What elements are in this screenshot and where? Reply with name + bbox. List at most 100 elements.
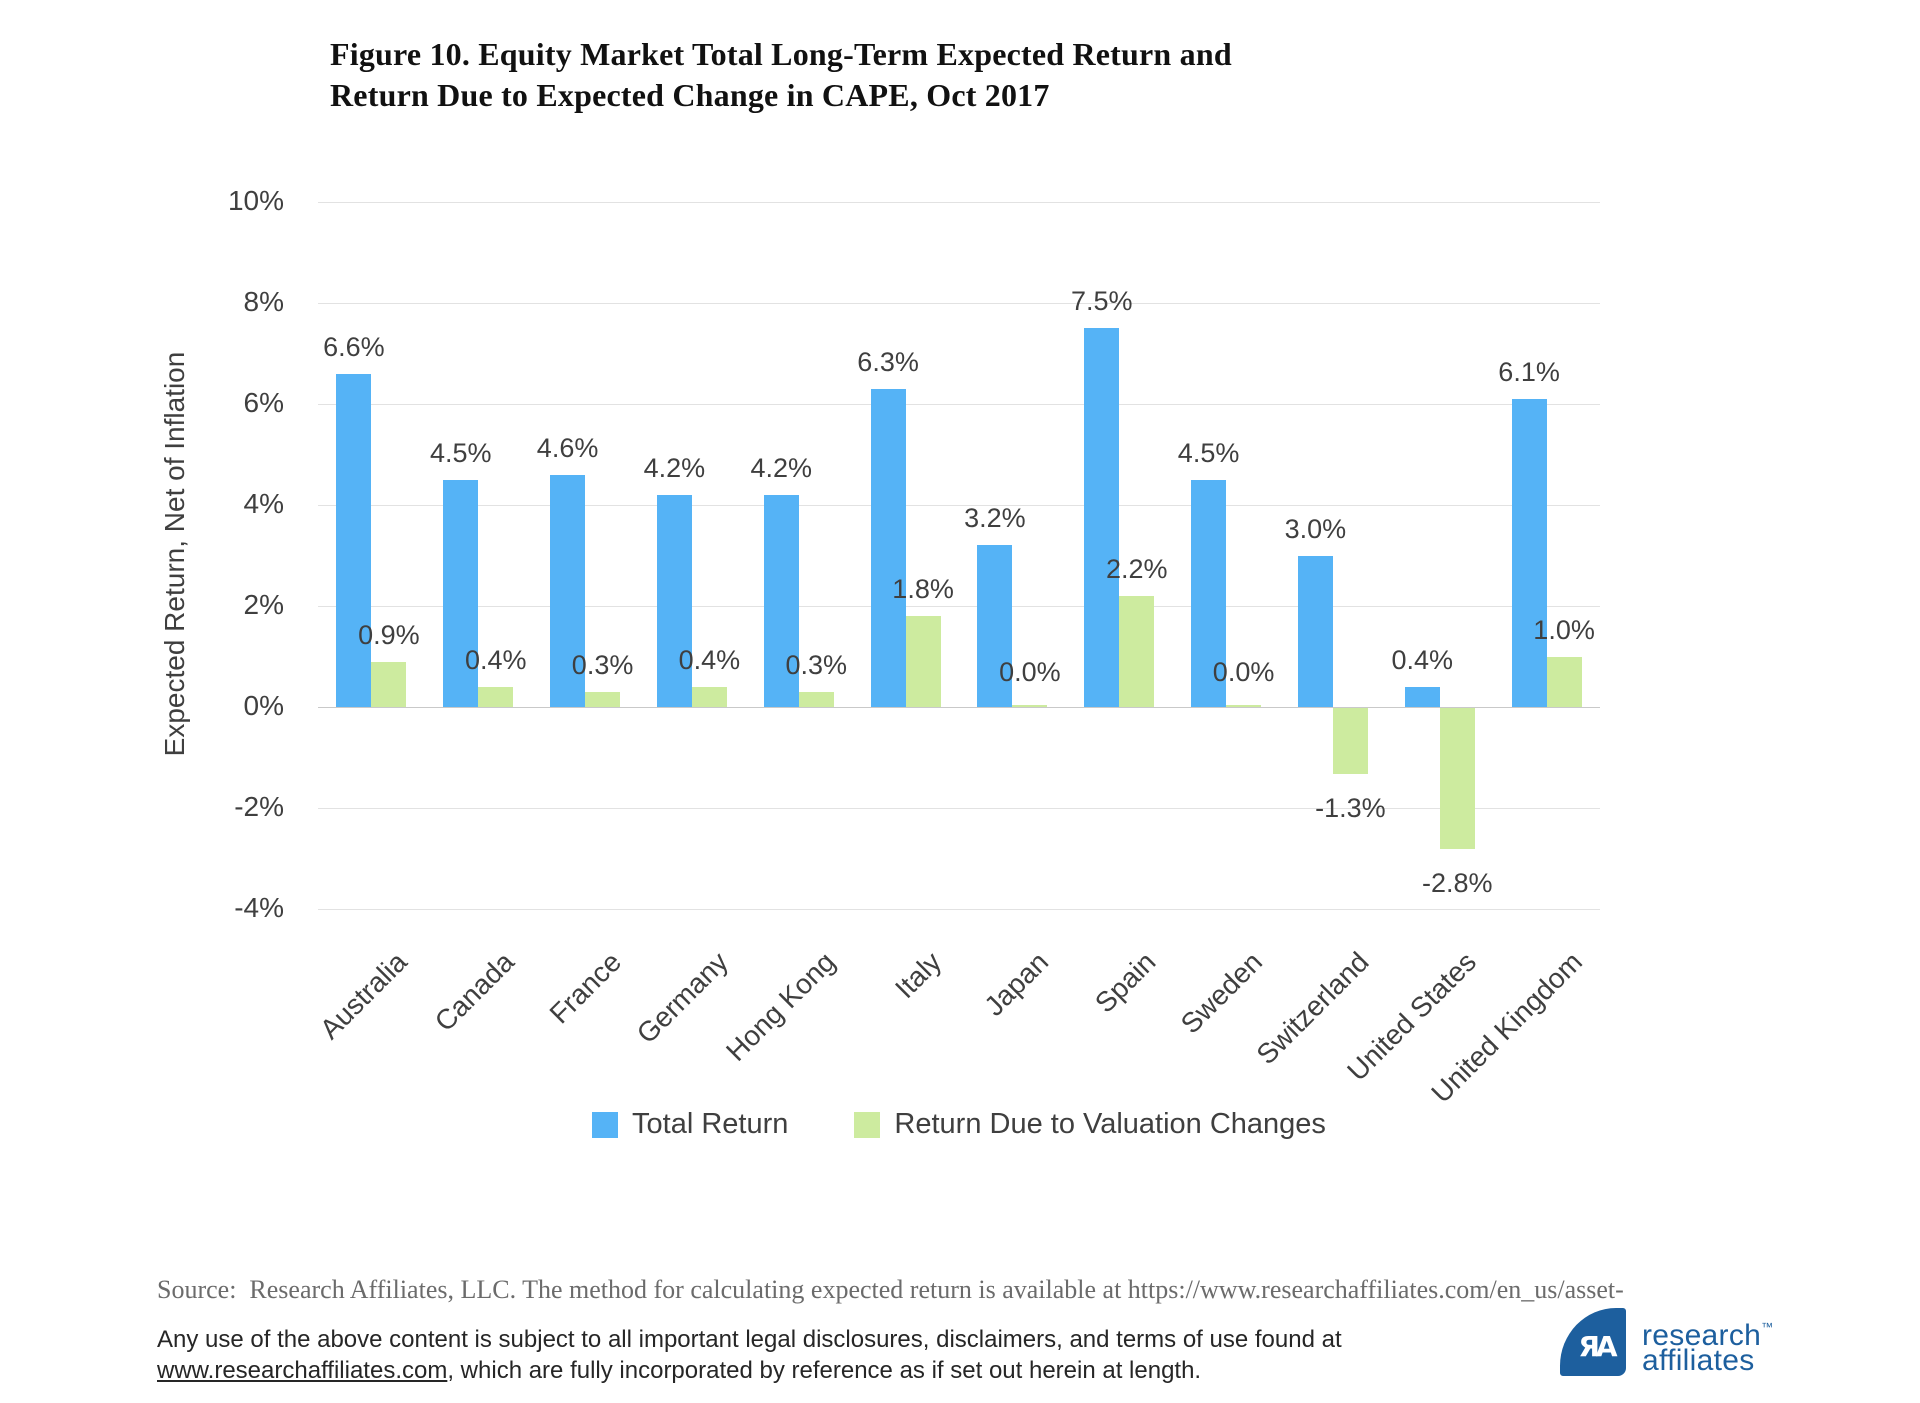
legal-disclaimer-line2-rest: , which are fully incorporated by refere… xyxy=(447,1357,1202,1384)
y-tick-0: 0% xyxy=(243,690,284,721)
x-axis-label-australia: Australia xyxy=(314,946,414,1045)
value-label-return-due-to-valuation-changes-sweden: 0.0% xyxy=(1212,657,1275,687)
valuation-changes-swatch-icon xyxy=(854,1111,881,1138)
value-label-return-due-to-valuation-changes-germany: 0.4% xyxy=(678,644,741,675)
source-note: Source: Research Affiliates, LLC. The me… xyxy=(157,1172,1624,1403)
x-axis-label-france: France xyxy=(543,946,628,1030)
value-label-return-due-to-valuation-changes-hong-kong: 0.3% xyxy=(785,649,848,680)
x-axis-label-germany: Germany xyxy=(630,946,734,1050)
y-axis-title: Expected Return, Net of Inflation xyxy=(159,351,190,757)
value-label-return-due-to-valuation-changes-australia: 0.9% xyxy=(358,619,420,650)
figure-title-line1: Figure 10. Equity Market Total Long-Term… xyxy=(330,36,1232,72)
gridline-6 xyxy=(318,404,1600,405)
gridline-10 xyxy=(318,202,1600,203)
gridline-8 xyxy=(318,303,1600,304)
bar-total-return-sweden xyxy=(1191,479,1227,707)
value-label-total-return-sweden: 4.5% xyxy=(1177,437,1240,468)
bar-return-due-to-valuation-changes-canada xyxy=(478,686,514,707)
value-label-return-due-to-valuation-changes-switzerland: -1.3% xyxy=(1315,792,1386,823)
legal-disclaimer-line1: Any use of the above content is subject … xyxy=(157,1326,1342,1353)
y-tick--2: -2% xyxy=(234,791,284,822)
source-note-line1: Source: Research Affiliates, LLC. The me… xyxy=(157,1275,1624,1304)
value-label-return-due-to-valuation-changes-united-kingdom: 1.0% xyxy=(1533,614,1595,645)
gridline-0 xyxy=(318,707,1600,708)
logo-word-line1: research™ xyxy=(1642,1319,1774,1352)
bar-total-return-spain xyxy=(1084,328,1120,707)
y-tick-2: 2% xyxy=(243,589,284,620)
legend-label-total-return: Total Return xyxy=(632,1108,789,1140)
bar-return-due-to-valuation-changes-united-kingdom xyxy=(1546,656,1582,707)
bar-return-due-to-valuation-changes-sweden xyxy=(1226,705,1262,707)
trademark-symbol: ™ xyxy=(1761,1320,1774,1334)
value-label-return-due-to-valuation-changes-italy: 1.8% xyxy=(892,574,954,605)
gridline-4 xyxy=(318,505,1600,506)
x-axis-label-hong-kong: Hong Kong xyxy=(719,946,841,1067)
value-label-total-return-united-kingdom: 6.1% xyxy=(1498,356,1560,387)
total-return-swatch-icon xyxy=(592,1111,619,1138)
bar-total-return-france xyxy=(550,474,586,707)
researchaffiliates-link[interactable]: www.researchaffiliates.com xyxy=(157,1357,448,1384)
value-label-total-return-hong-kong: 4.2% xyxy=(750,452,813,483)
bar-return-due-to-valuation-changes-germany xyxy=(691,686,727,707)
legal-disclaimer-line2: www.researchaffiliates.com, which are fu… xyxy=(157,1355,1342,1386)
bar-return-due-to-valuation-changes-switzerland xyxy=(1332,708,1368,774)
research-affiliates-logo: ЯA research™ affiliates xyxy=(1560,1308,1773,1376)
value-label-total-return-italy: 6.3% xyxy=(857,346,919,377)
x-axis-label-japan: Japan xyxy=(978,946,1055,1022)
bar-total-return-canada xyxy=(443,479,479,707)
y-tick-6: 6% xyxy=(243,387,284,418)
bar-return-due-to-valuation-changes-australia xyxy=(371,661,407,707)
value-label-total-return-united-states: 0.4% xyxy=(1391,644,1454,675)
gridline--4 xyxy=(318,909,1600,910)
bar-total-return-united-states xyxy=(1404,686,1440,707)
value-label-total-return-spain: 7.5% xyxy=(1070,286,1133,317)
value-label-total-return-japan: 3.2% xyxy=(964,503,1026,534)
bar-return-due-to-valuation-changes-spain xyxy=(1119,595,1155,707)
gridline-2 xyxy=(318,606,1600,607)
x-axis-label-canada: Canada xyxy=(428,946,521,1038)
figure-title-line2: Return Due to Expected Change in CAPE, O… xyxy=(330,77,1050,113)
logo-word-line2: affiliates xyxy=(1642,1344,1755,1377)
y-tick--4: -4% xyxy=(234,892,284,923)
bar-total-return-australia xyxy=(336,373,372,707)
value-label-total-return-france: 4.6% xyxy=(536,432,599,463)
y-tick-4: 4% xyxy=(243,488,284,519)
chart-legend: Total Return Return Due to Valuation Cha… xyxy=(318,1108,1600,1141)
bar-return-due-to-valuation-changes-japan xyxy=(1012,705,1048,707)
x-axis-label-spain: Spain xyxy=(1088,946,1162,1019)
x-axis-label-sweden: Sweden xyxy=(1174,946,1269,1040)
value-label-return-due-to-valuation-changes-canada: 0.4% xyxy=(464,644,527,675)
legend-item-total-return: Total Return xyxy=(592,1108,788,1141)
bar-return-due-to-valuation-changes-france xyxy=(585,691,621,707)
legend-label-valuation-changes: Return Due to Valuation Changes xyxy=(894,1108,1326,1140)
bar-return-due-to-valuation-changes-hong-kong xyxy=(798,691,834,707)
bar-total-return-united-kingdom xyxy=(1511,398,1547,707)
x-axis-label-italy: Italy xyxy=(889,946,948,1005)
legend-item-valuation-changes: Return Due to Valuation Changes xyxy=(854,1108,1326,1141)
y-tick-10: 10% xyxy=(227,185,284,216)
value-label-return-due-to-valuation-changes-japan: 0.0% xyxy=(999,657,1061,687)
gridline--2 xyxy=(318,808,1600,809)
bar-total-return-japan xyxy=(977,545,1013,707)
ra-monogram: ЯA xyxy=(1578,1329,1617,1363)
value-label-return-due-to-valuation-changes-france: 0.3% xyxy=(571,649,634,680)
legal-disclaimer: Any use of the above content is subject … xyxy=(157,1324,1342,1386)
bar-total-return-switzerland xyxy=(1297,555,1333,707)
bar-return-due-to-valuation-changes-united-states xyxy=(1439,708,1475,850)
value-label-total-return-australia: 6.6% xyxy=(323,331,385,362)
value-label-return-due-to-valuation-changes-spain: 2.2% xyxy=(1105,553,1168,584)
ra-logo-mark-icon: ЯA xyxy=(1560,1308,1626,1376)
value-label-total-return-switzerland: 3.0% xyxy=(1284,513,1347,544)
y-tick-8: 8% xyxy=(243,286,284,317)
bar-total-return-italy xyxy=(870,388,906,707)
value-label-total-return-germany: 4.2% xyxy=(643,452,706,483)
value-label-return-due-to-valuation-changes-united-states: -2.8% xyxy=(1421,868,1493,899)
logo-wordmark: research™ affiliates xyxy=(1642,1315,1774,1377)
bar-total-return-hong-kong xyxy=(763,494,799,707)
bar-total-return-germany xyxy=(656,494,692,707)
bar-return-due-to-valuation-changes-italy xyxy=(905,616,941,707)
figure-title: Figure 10. Equity Market Total Long-Term… xyxy=(330,34,1232,116)
value-label-total-return-canada: 4.5% xyxy=(429,437,492,468)
